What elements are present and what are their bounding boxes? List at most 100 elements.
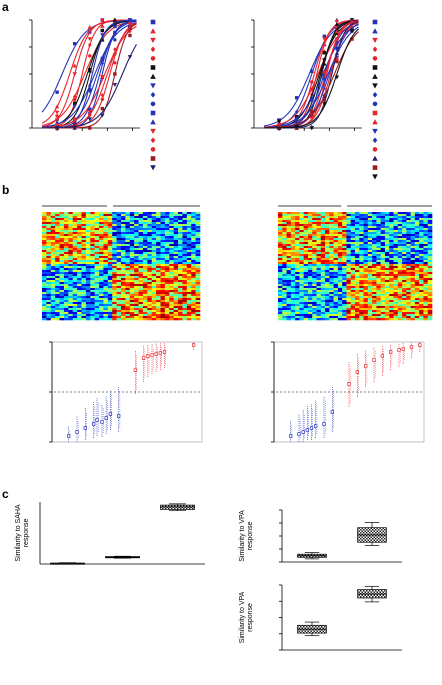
heatmap-cell	[99, 290, 104, 293]
heatmap-cell	[112, 238, 117, 241]
heatmap-cell	[112, 226, 117, 229]
heatmap-cell	[414, 250, 420, 253]
heatmap-cell	[77, 284, 82, 287]
heatmap-cell	[363, 282, 369, 285]
heatmap-cell	[103, 304, 109, 307]
heatmap-cell	[333, 302, 339, 305]
heatmap-cell	[427, 256, 433, 259]
heatmap-cell	[112, 280, 117, 283]
heatmap-cell	[278, 242, 283, 245]
heatmap-cell	[363, 272, 369, 275]
heatmap-cell	[419, 260, 424, 263]
heatmap-cell	[329, 234, 334, 237]
heatmap-cell	[410, 306, 416, 309]
heatmap-cell	[397, 286, 403, 289]
heatmap-cell	[402, 228, 407, 231]
heatmap-cell	[286, 312, 292, 315]
heatmap-cell	[99, 220, 104, 223]
heatmap-cell	[107, 294, 113, 297]
heatmap-cell	[99, 248, 104, 251]
heatmap-cell	[427, 284, 433, 287]
heatmap-cell	[142, 310, 148, 313]
heatmap-cell	[333, 234, 339, 237]
heatmap-cell	[282, 246, 287, 249]
heatmap-cell	[397, 234, 403, 237]
heatmap-cell	[372, 272, 377, 275]
heatmap-cell	[350, 238, 356, 241]
heatmap-cell	[355, 306, 360, 309]
heatmap-cell	[129, 218, 135, 221]
heatmap-cell	[414, 230, 420, 233]
heatmap-cell	[68, 272, 74, 275]
heatmap-cell	[337, 224, 343, 227]
heatmap-cell	[376, 312, 381, 315]
heatmap-cell	[186, 230, 192, 233]
heatmap-cell	[303, 260, 309, 263]
heatmap-cell	[85, 246, 91, 249]
heatmap-cell	[282, 226, 287, 229]
heatmap-cell	[307, 252, 313, 255]
heatmap-cell	[173, 310, 179, 313]
heatmap-cell	[156, 228, 161, 231]
heatmap-cell	[116, 242, 122, 245]
heatmap-cell	[316, 288, 322, 291]
heatmap-cell	[295, 214, 300, 217]
heatmap-cell	[85, 284, 91, 287]
heatmap-cell	[156, 218, 161, 221]
heatmap-cell	[384, 316, 390, 319]
heatmap-cell	[329, 218, 334, 221]
heatmap-cell	[286, 236, 292, 239]
heatmap-cell	[286, 232, 292, 235]
heatmap-cell	[282, 296, 287, 299]
heatmap-cell	[138, 230, 144, 233]
heatmap-cell	[182, 294, 188, 297]
heatmap-cell	[372, 316, 377, 319]
heatmap-cell	[129, 248, 135, 251]
heatmap-cell	[142, 302, 148, 305]
heatmap-cell	[191, 298, 196, 301]
heatmap-cell	[393, 228, 399, 231]
heatmap-cell	[42, 298, 47, 301]
heatmap-cell	[389, 234, 394, 237]
heatmap-cell	[134, 258, 139, 261]
heatmap-cell	[359, 286, 364, 289]
response-point	[146, 354, 150, 358]
heatmap-cell	[423, 262, 429, 265]
heatmap-cell	[68, 262, 74, 265]
data-point	[334, 51, 340, 56]
heatmap-cell	[320, 256, 326, 259]
heatmap-cell	[195, 212, 201, 215]
heatmap-cell	[423, 314, 429, 317]
heatmap-cell	[325, 264, 330, 267]
heatmap-cell	[191, 270, 196, 273]
heatmap-cell	[77, 256, 82, 259]
heatmap-cell	[99, 280, 104, 283]
heatmap-cell	[363, 314, 369, 317]
heatmap-cell	[42, 222, 47, 225]
heatmap-cell	[81, 218, 87, 221]
data-point	[72, 103, 77, 108]
heatmap-cell	[397, 238, 403, 241]
heatmap-cell	[90, 306, 95, 309]
heatmap-cell	[107, 266, 113, 269]
heatmap-cell	[129, 306, 135, 309]
heatmap-cell	[359, 312, 364, 315]
legend-marker	[372, 46, 378, 53]
heatmap-cell	[151, 298, 157, 301]
heatmap-cell	[142, 220, 148, 223]
heatmap-cell	[173, 212, 179, 215]
heatmap-cell	[42, 314, 47, 317]
heatmap-cell	[419, 242, 424, 245]
heatmap-cell	[393, 306, 399, 309]
heatmap-cell	[427, 288, 433, 291]
heatmap-cell	[290, 266, 296, 269]
heatmap-cell	[282, 222, 287, 225]
heatmap-cell	[320, 220, 326, 223]
heatmap-cell	[138, 280, 144, 283]
heatmap-cell	[393, 286, 399, 289]
heatmap-cell	[299, 284, 304, 287]
heatmap-cell	[346, 316, 352, 319]
heatmap-cell	[397, 314, 403, 317]
heatmap-cell	[186, 294, 192, 297]
heatmap-cell	[406, 268, 411, 271]
